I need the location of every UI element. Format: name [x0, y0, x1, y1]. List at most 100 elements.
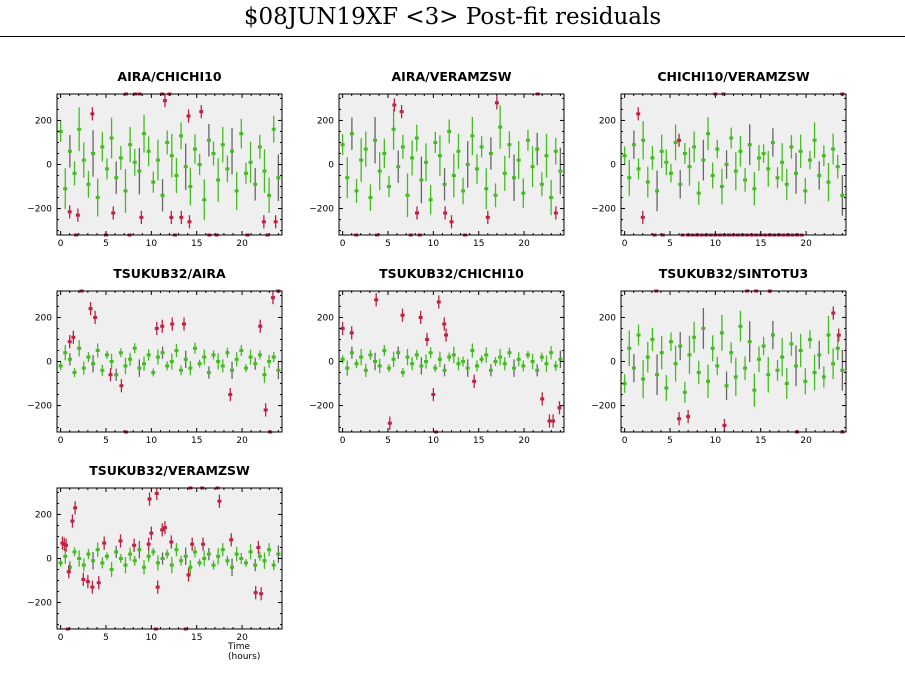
x-tick-label: 0 — [58, 633, 64, 643]
data-point — [230, 368, 235, 372]
data-point — [234, 552, 239, 556]
data-point — [100, 561, 105, 565]
residual-plot: 0 5 10 15 20 200 0 −200 — [27, 289, 283, 446]
data-point — [414, 353, 419, 357]
outlier-point — [494, 101, 499, 105]
data-point — [747, 340, 752, 344]
data-point — [544, 362, 549, 366]
data-point — [659, 351, 664, 355]
data-point — [622, 382, 627, 386]
y-tick-label: 200 — [35, 510, 52, 520]
data-point — [220, 548, 225, 552]
data-point — [784, 182, 789, 186]
data-point — [368, 196, 373, 200]
data-point — [710, 346, 715, 350]
data-point — [243, 366, 248, 370]
data-point — [549, 196, 554, 200]
data-point — [169, 563, 174, 567]
x-tick-label: 0 — [340, 239, 346, 249]
x-tick-label: 5 — [103, 436, 109, 446]
outlier-point — [160, 324, 165, 328]
x-tick-label: 15 — [191, 633, 202, 643]
x-tick-label: 10 — [146, 436, 158, 446]
data-point — [160, 351, 165, 355]
data-point — [169, 360, 174, 363]
y-tick-label: 200 — [35, 116, 52, 126]
data-point — [58, 129, 63, 133]
data-point — [262, 373, 267, 377]
panel-aira-chichi10: AIRA/CHICHI10 0 5 10 15 20 200 0 −200 — [17, 69, 283, 249]
data-point — [216, 360, 221, 363]
residual-plot: 0 5 10 15 20 200 0 −200 — [309, 290, 565, 446]
outlier-point — [443, 211, 448, 215]
data-point — [558, 357, 563, 361]
outlier-point — [81, 577, 86, 581]
outlier-point — [677, 417, 682, 421]
y-tick-label: 200 — [317, 313, 334, 323]
data-point — [668, 171, 673, 175]
outlier-point — [111, 211, 116, 215]
plot-background — [621, 291, 846, 432]
outlier-point — [96, 581, 101, 585]
data-point — [142, 362, 147, 366]
data-point — [706, 379, 711, 383]
data-point — [58, 364, 63, 368]
data-point — [377, 169, 382, 173]
data-point — [262, 169, 267, 173]
x-tick-label: 5 — [667, 239, 673, 249]
data-point — [470, 134, 475, 138]
data-point — [202, 355, 207, 359]
data-point — [146, 554, 151, 558]
outlier-point — [169, 540, 174, 544]
outlier-point — [270, 296, 275, 300]
data-point — [474, 364, 479, 368]
data-point — [216, 178, 221, 182]
outlier-point — [108, 373, 113, 377]
data-point — [188, 185, 193, 189]
data-point — [91, 559, 96, 563]
data-point — [465, 163, 470, 166]
data-point — [206, 371, 211, 375]
data-point — [724, 384, 729, 388]
x-tick-label: 0 — [58, 436, 64, 446]
outlier-point — [139, 215, 144, 219]
x-tick-label: 15 — [755, 239, 766, 249]
data-point — [451, 174, 456, 178]
x-tick-label: 10 — [428, 436, 440, 446]
y-tick-label: 0 — [610, 358, 616, 368]
outlier-point — [273, 220, 278, 224]
data-point — [405, 355, 410, 359]
data-point — [516, 357, 521, 361]
data-point — [817, 353, 822, 357]
data-point — [382, 151, 387, 155]
outlier-point — [256, 545, 261, 549]
data-point — [498, 125, 503, 129]
data-point — [636, 167, 641, 171]
outlier-point — [162, 99, 167, 103]
data-point — [428, 198, 433, 202]
outlier-point — [677, 138, 682, 142]
outlier-point — [154, 326, 159, 330]
data-point — [627, 176, 632, 180]
outlier-point — [374, 298, 379, 302]
outlier-point — [67, 340, 72, 344]
data-point — [118, 557, 123, 560]
data-point — [192, 346, 197, 350]
data-point — [225, 559, 230, 563]
data-point — [743, 366, 748, 370]
outlier-point — [229, 538, 234, 542]
data-point — [109, 360, 114, 363]
residual-plot: 0 5 10 15 20 200 0 −200 — [591, 289, 847, 446]
data-point — [363, 147, 368, 151]
outlier-point — [442, 322, 447, 326]
panel-chichi10-veramzsw: CHICHI10/VERAMZSW 0 5 10 15 20 200 0 −200 — [581, 69, 847, 249]
data-point — [197, 561, 202, 565]
y-tick-label: 200 — [599, 116, 616, 126]
data-point — [502, 171, 507, 175]
data-point — [63, 554, 68, 558]
data-point — [687, 353, 692, 357]
data-point — [447, 129, 452, 133]
data-point — [77, 127, 82, 131]
data-point — [211, 353, 216, 357]
data-point — [756, 357, 761, 361]
